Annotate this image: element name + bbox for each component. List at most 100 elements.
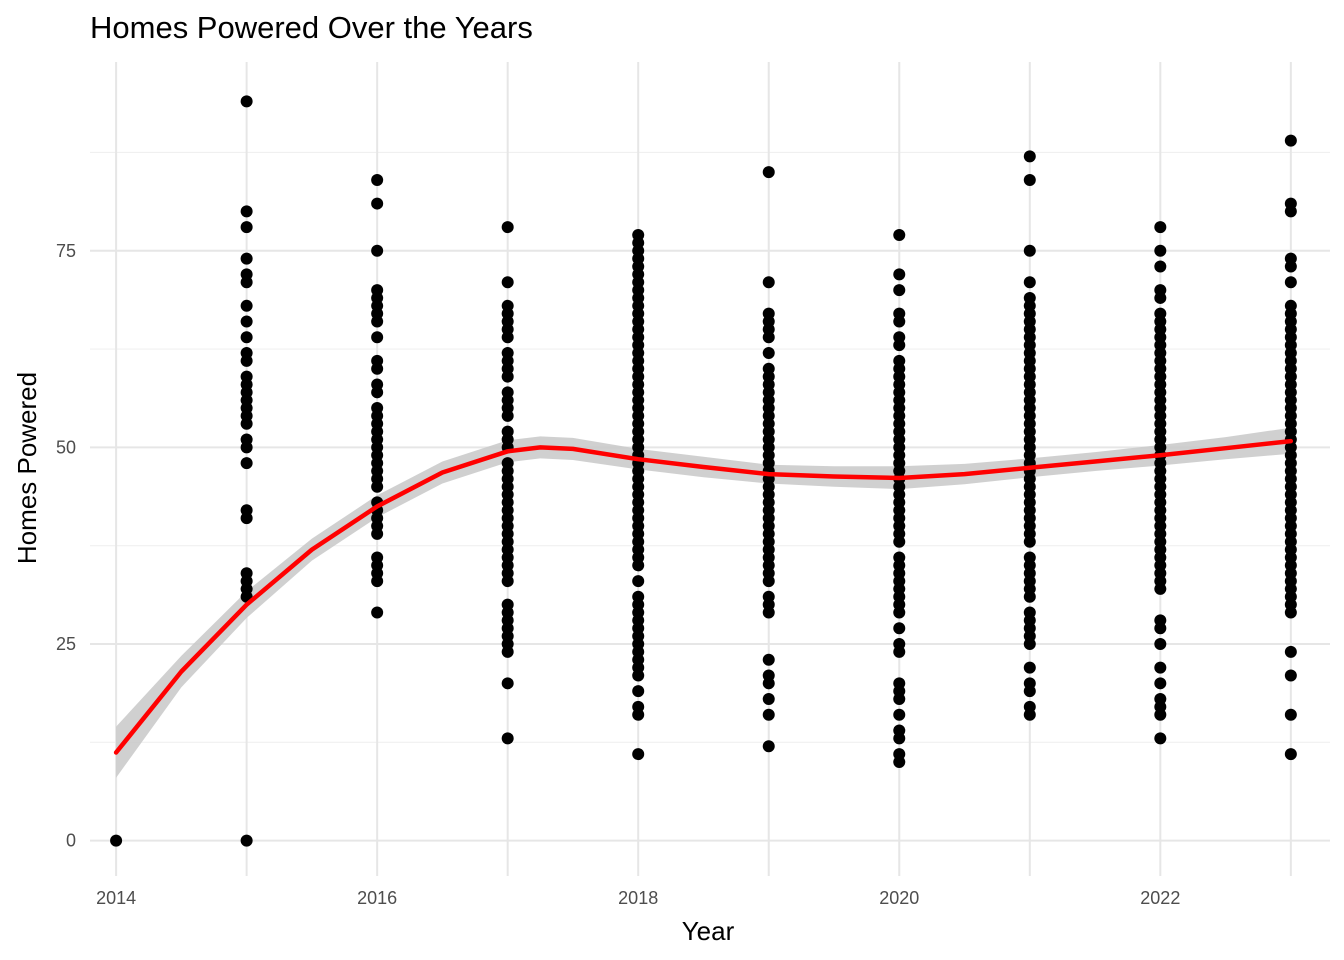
data-point	[371, 331, 384, 344]
x-tick-label: 2022	[1140, 888, 1180, 908]
data-point	[1154, 677, 1167, 690]
data-point	[240, 433, 253, 446]
data-point	[632, 685, 645, 698]
data-point	[1023, 551, 1036, 564]
data-point	[501, 346, 514, 359]
data-point	[1023, 244, 1036, 257]
data-point	[1023, 150, 1036, 163]
data-point	[762, 362, 775, 375]
data-point	[1284, 708, 1297, 721]
data-point	[240, 504, 253, 517]
data-point	[240, 370, 253, 383]
data-point	[1023, 606, 1036, 619]
data-point	[893, 637, 906, 650]
data-point	[501, 677, 514, 690]
data-point	[240, 346, 253, 359]
x-tick-label: 2014	[96, 888, 136, 908]
confidence-band	[116, 427, 1291, 778]
data-point	[893, 307, 906, 320]
data-point	[1284, 276, 1297, 289]
data-point	[240, 567, 253, 580]
data-point	[762, 669, 775, 682]
data-point	[1284, 645, 1297, 658]
data-point	[762, 590, 775, 603]
data-point	[1154, 661, 1167, 674]
data-point	[501, 598, 514, 611]
data-point	[371, 197, 384, 210]
data-point	[893, 724, 906, 737]
data-point	[893, 622, 906, 635]
data-point	[893, 551, 906, 564]
data-point	[501, 457, 514, 470]
data-point	[501, 221, 514, 234]
data-point	[1023, 661, 1036, 674]
data-point	[1154, 221, 1167, 234]
smooth-line-layer	[113, 438, 1294, 755]
data-point	[893, 354, 906, 367]
data-point	[501, 425, 514, 438]
data-point	[501, 276, 514, 289]
data-point	[1154, 693, 1167, 706]
y-tick-label: 0	[66, 831, 76, 851]
data-point	[632, 590, 645, 603]
data-point	[1284, 134, 1297, 147]
data-point	[240, 221, 253, 234]
data-point	[240, 834, 253, 847]
tick-labels-layer: 2014 2016 2018 2020 2022 0 25 50 75	[56, 241, 1180, 908]
smooth-line	[113, 438, 1294, 755]
data-point	[1284, 748, 1297, 761]
data-point	[1154, 244, 1167, 257]
data-point	[893, 331, 906, 344]
data-point	[240, 205, 253, 218]
data-point	[1154, 637, 1167, 650]
data-point	[240, 299, 253, 312]
data-point	[893, 268, 906, 281]
data-point	[371, 402, 384, 415]
data-point	[371, 551, 384, 564]
data-point	[893, 677, 906, 690]
data-point	[1023, 677, 1036, 690]
data-point	[1284, 197, 1297, 210]
data-point	[240, 268, 253, 281]
data-point	[632, 229, 645, 242]
y-tick-label: 50	[56, 437, 76, 457]
data-point	[371, 378, 384, 391]
data-point	[893, 284, 906, 297]
data-point	[1284, 669, 1297, 682]
data-point	[762, 708, 775, 721]
data-point	[762, 653, 775, 666]
data-point	[501, 732, 514, 745]
data-point	[240, 95, 253, 108]
data-point	[371, 284, 384, 297]
data-point	[893, 748, 906, 761]
data-point	[501, 299, 514, 312]
y-axis-title: Homes Powered	[12, 372, 42, 564]
data-point	[371, 244, 384, 257]
data-point	[371, 173, 384, 186]
data-point	[1154, 260, 1167, 273]
data-point	[1154, 307, 1167, 320]
confidence-band-layer	[116, 427, 1291, 778]
data-point	[762, 166, 775, 179]
data-point	[1023, 700, 1036, 713]
x-axis-title: Year	[682, 916, 735, 946]
data-point	[1154, 284, 1167, 297]
data-point	[1154, 732, 1167, 745]
data-point	[501, 386, 514, 399]
data-point	[1023, 291, 1036, 304]
data-point	[240, 252, 253, 265]
data-point	[1284, 252, 1297, 265]
points-layer	[110, 95, 1297, 847]
data-point	[240, 457, 253, 470]
data-point	[1023, 173, 1036, 186]
data-point	[1284, 299, 1297, 312]
data-point	[371, 354, 384, 367]
data-point	[1154, 614, 1167, 627]
chart-title: Homes Powered Over the Years	[90, 10, 533, 45]
y-tick-label: 25	[56, 634, 76, 654]
data-point	[893, 708, 906, 721]
data-point	[762, 693, 775, 706]
data-point	[762, 740, 775, 753]
x-tick-label: 2018	[618, 888, 658, 908]
